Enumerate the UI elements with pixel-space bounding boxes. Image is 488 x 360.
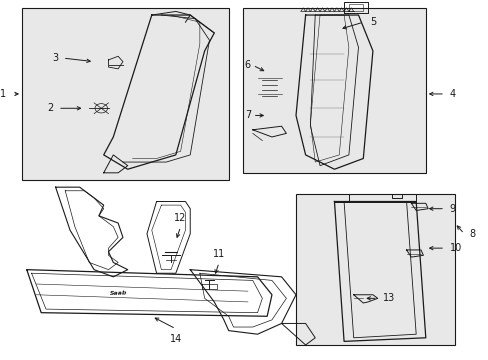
Text: 7: 7	[244, 111, 250, 121]
Text: 9: 9	[449, 204, 455, 214]
Text: 8: 8	[468, 229, 474, 239]
Text: 11: 11	[212, 249, 225, 259]
Text: 4: 4	[449, 89, 455, 99]
Bar	[22, 8, 228, 180]
Text: 2: 2	[48, 103, 54, 113]
Text: 10: 10	[449, 243, 461, 253]
Text: 6: 6	[244, 60, 250, 70]
Text: 14: 14	[169, 334, 182, 344]
Text: 5: 5	[369, 17, 375, 27]
Text: 3: 3	[52, 53, 59, 63]
Text: 13: 13	[382, 293, 394, 303]
Text: 12: 12	[174, 213, 186, 223]
Text: Saab: Saab	[109, 290, 127, 296]
Bar	[295, 194, 454, 345]
Bar	[243, 8, 425, 173]
Text: 1: 1	[0, 89, 6, 99]
